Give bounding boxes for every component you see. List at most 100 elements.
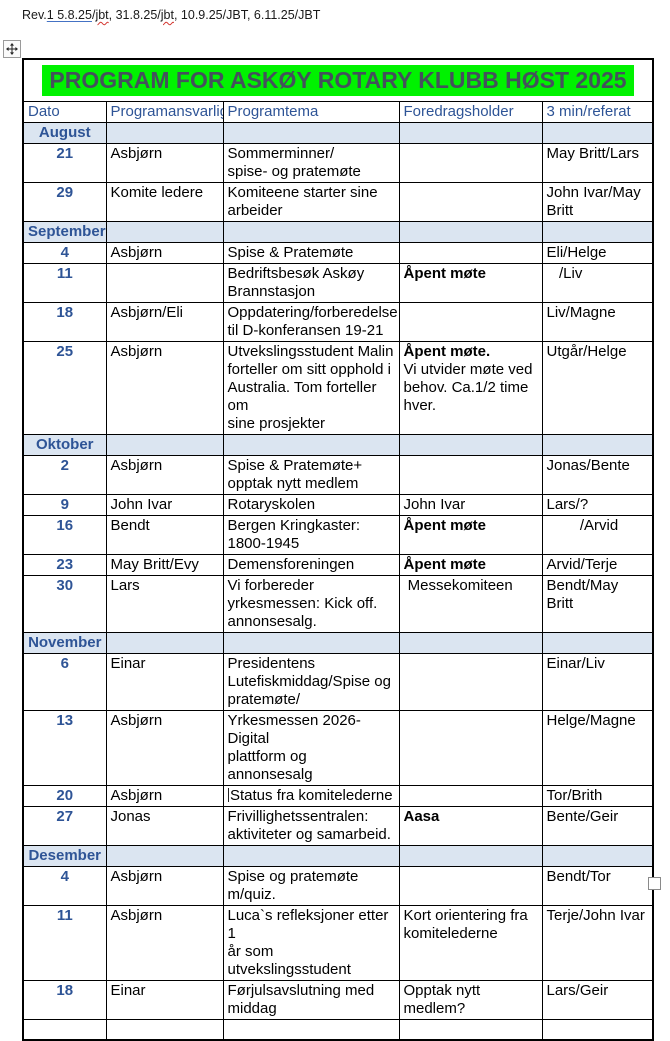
section-empty-cell[interactable] [541, 221, 654, 243]
referat-cell[interactable]: Helge/Magne [541, 710, 654, 786]
speaker-cell[interactable] [398, 653, 543, 711]
date-cell[interactable]: 16 [22, 515, 107, 555]
speaker-cell[interactable] [398, 143, 543, 183]
section-empty-cell[interactable] [105, 221, 224, 243]
speaker-cell[interactable]: Åpent møte [398, 554, 543, 576]
responsible-cell[interactable]: May Britt/Evy [105, 554, 224, 576]
section-empty-cell[interactable] [222, 434, 400, 456]
section-empty-cell[interactable] [541, 434, 654, 456]
empty-cell[interactable] [541, 1019, 654, 1041]
empty-cell[interactable] [22, 1019, 107, 1041]
theme-cell[interactable]: Demensforeningen [222, 554, 400, 576]
column-header-referat[interactable]: 3 min/referat [541, 101, 654, 123]
date-cell[interactable]: 6 [22, 653, 107, 711]
referat-cell[interactable]: Lars/? [541, 494, 654, 516]
speaker-cell[interactable] [398, 242, 543, 264]
referat-cell[interactable]: /Liv [541, 263, 654, 303]
speaker-cell[interactable] [398, 455, 543, 495]
section-empty-cell[interactable] [222, 632, 400, 654]
empty-cell[interactable] [398, 1019, 543, 1041]
date-cell[interactable]: 4 [22, 866, 107, 906]
referat-cell[interactable]: Utgår/Helge [541, 341, 654, 435]
theme-cell[interactable]: Luca`s refleksjoner etter 1 år som utvek… [222, 905, 400, 981]
referat-cell[interactable]: John Ivar/May Britt [541, 182, 654, 222]
speaker-cell[interactable]: Aasa [398, 806, 543, 846]
responsible-cell[interactable]: Bendt [105, 515, 224, 555]
referat-cell[interactable]: Einar/Liv [541, 653, 654, 711]
date-cell[interactable]: 20 [22, 785, 107, 807]
responsible-cell[interactable]: John Ivar [105, 494, 224, 516]
referat-cell[interactable]: Arvid/Terje [541, 554, 654, 576]
date-cell[interactable]: 18 [22, 302, 107, 342]
speaker-cell[interactable]: Åpent møte [398, 263, 543, 303]
responsible-cell[interactable]: Asbjørn [105, 905, 224, 981]
date-cell[interactable]: 18 [22, 980, 107, 1020]
responsible-cell[interactable]: Asbjørn [105, 710, 224, 786]
speaker-cell[interactable]: John Ivar [398, 494, 543, 516]
responsible-cell[interactable]: Asbjørn [105, 341, 224, 435]
date-cell[interactable]: 21 [22, 143, 107, 183]
section-empty-cell[interactable] [222, 221, 400, 243]
date-cell[interactable]: 30 [22, 575, 107, 633]
responsible-cell[interactable]: Asbjørn [105, 455, 224, 495]
theme-cell[interactable]: Spise og pratemøte m/quiz. [222, 866, 400, 906]
theme-cell[interactable]: Utvekslingsstudent Malin forteller om si… [222, 341, 400, 435]
date-cell[interactable]: 11 [22, 263, 107, 303]
referat-cell[interactable]: Bendt/May Britt [541, 575, 654, 633]
section-empty-cell[interactable] [398, 632, 543, 654]
theme-cell[interactable]: Bedriftsbesøk Askøy Brannstasjon [222, 263, 400, 303]
theme-cell[interactable]: Status fra komitelederne [222, 785, 400, 807]
theme-cell[interactable]: Bergen Kringkaster: 1800-1945 [222, 515, 400, 555]
section-empty-cell[interactable] [541, 632, 654, 654]
responsible-cell[interactable]: Jonas [105, 806, 224, 846]
responsible-cell[interactable]: Lars [105, 575, 224, 633]
speaker-cell[interactable] [398, 866, 543, 906]
theme-cell[interactable]: Spise & Pratemøte+ opptak nytt medlem [222, 455, 400, 495]
speaker-cell[interactable]: Åpent møte. Vi utvider møte ved behov. C… [398, 341, 543, 435]
section-empty-cell[interactable] [105, 122, 224, 144]
month-label-cell[interactable]: Desember [22, 845, 107, 867]
section-empty-cell[interactable] [398, 845, 543, 867]
theme-cell[interactable]: Vi forbereder yrkesmessen: Kick off. ann… [222, 575, 400, 633]
date-cell[interactable]: 2 [22, 455, 107, 495]
theme-cell[interactable]: Frivillighetssentralen: aktiviteter og s… [222, 806, 400, 846]
referat-cell[interactable]: Terje/John Ivar [541, 905, 654, 981]
referat-cell[interactable]: Eli/Helge [541, 242, 654, 264]
theme-cell[interactable]: Førjulsavslutning med middag [222, 980, 400, 1020]
date-cell[interactable]: 9 [22, 494, 107, 516]
section-empty-cell[interactable] [222, 122, 400, 144]
responsible-cell[interactable] [105, 263, 224, 303]
section-empty-cell[interactable] [105, 845, 224, 867]
responsible-cell[interactable]: Komite ledere [105, 182, 224, 222]
speaker-cell[interactable] [398, 182, 543, 222]
responsible-cell[interactable]: Asbjørn [105, 242, 224, 264]
revision-history-line[interactable]: Rev.1 5.8.25/jbt, 31.8.25/jbt, 10.9.25/J… [22, 8, 320, 22]
responsible-cell[interactable]: Asbjørn/Eli [105, 302, 224, 342]
section-empty-cell[interactable] [222, 845, 400, 867]
date-cell[interactable]: 11 [22, 905, 107, 981]
referat-cell[interactable]: /Arvid [541, 515, 654, 555]
responsible-cell[interactable]: Asbjørn [105, 866, 224, 906]
section-empty-cell[interactable] [398, 221, 543, 243]
month-label-cell[interactable]: August [22, 122, 107, 144]
section-empty-cell[interactable] [541, 845, 654, 867]
month-label-cell[interactable]: Oktober [22, 434, 107, 456]
responsible-cell[interactable]: Asbjørn [105, 785, 224, 807]
responsible-cell[interactable]: Einar [105, 980, 224, 1020]
table-move-handle[interactable] [3, 40, 21, 58]
referat-cell[interactable]: Tor/Brith [541, 785, 654, 807]
referat-cell[interactable]: Bente/Geir [541, 806, 654, 846]
date-cell[interactable]: 4 [22, 242, 107, 264]
theme-cell[interactable]: Oppdatering/forberedelse til D-konferans… [222, 302, 400, 342]
responsible-cell[interactable]: Einar [105, 653, 224, 711]
column-header-foredragsholder[interactable]: Foredragsholder [398, 101, 543, 123]
table-resize-handle[interactable] [648, 877, 661, 890]
theme-cell[interactable]: Rotaryskolen [222, 494, 400, 516]
speaker-cell[interactable] [398, 302, 543, 342]
theme-cell[interactable]: Komiteene starter sine arbeider [222, 182, 400, 222]
theme-cell[interactable]: Yrkesmessen 2026- Digital plattform og a… [222, 710, 400, 786]
speaker-cell[interactable] [398, 710, 543, 786]
referat-cell[interactable]: Lars/Geir [541, 980, 654, 1020]
column-header-programansvarlig[interactable]: Programansvarlig [105, 101, 224, 123]
speaker-cell[interactable]: Messekomiteen [398, 575, 543, 633]
